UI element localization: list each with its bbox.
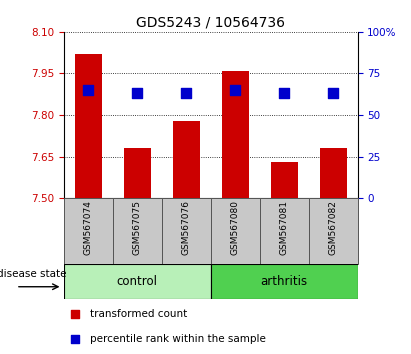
Text: arthritis: arthritis — [261, 275, 308, 288]
Point — [281, 91, 287, 96]
Point — [85, 87, 92, 93]
Bar — [260, 198, 309, 264]
Bar — [75, 54, 102, 198]
Bar — [270, 162, 298, 198]
Point — [330, 91, 336, 96]
Text: percentile rank within the sample: percentile rank within the sample — [90, 333, 266, 344]
Point — [232, 87, 238, 93]
Text: GSM567076: GSM567076 — [182, 200, 191, 255]
Text: GSM567081: GSM567081 — [279, 200, 289, 255]
Text: GSM567075: GSM567075 — [133, 200, 142, 255]
Text: GSM567082: GSM567082 — [328, 200, 337, 255]
Bar — [320, 148, 346, 198]
Bar — [64, 198, 113, 264]
Text: transformed count: transformed count — [90, 309, 187, 320]
Text: disease state: disease state — [0, 269, 67, 279]
Point — [72, 312, 79, 317]
Text: GSM567080: GSM567080 — [231, 200, 240, 255]
Bar — [64, 264, 210, 299]
Bar — [222, 71, 249, 198]
Bar — [124, 148, 151, 198]
Bar — [173, 121, 200, 198]
Bar — [113, 198, 162, 264]
Bar — [211, 198, 260, 264]
Point — [183, 91, 189, 96]
Point — [72, 336, 79, 342]
Title: GDS5243 / 10564736: GDS5243 / 10564736 — [136, 15, 285, 29]
Text: control: control — [117, 275, 158, 288]
Point — [134, 91, 141, 96]
Bar — [309, 198, 358, 264]
Text: GSM567074: GSM567074 — [84, 200, 93, 255]
Bar — [211, 264, 358, 299]
Bar — [162, 198, 211, 264]
